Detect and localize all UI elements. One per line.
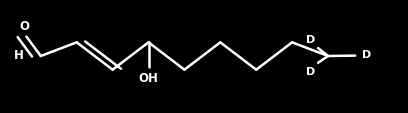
Text: H: H — [13, 49, 23, 62]
Text: O: O — [20, 20, 29, 32]
Text: OH: OH — [139, 72, 158, 84]
Text: D: D — [306, 66, 315, 76]
Text: D: D — [306, 35, 315, 45]
Text: D: D — [361, 50, 371, 60]
